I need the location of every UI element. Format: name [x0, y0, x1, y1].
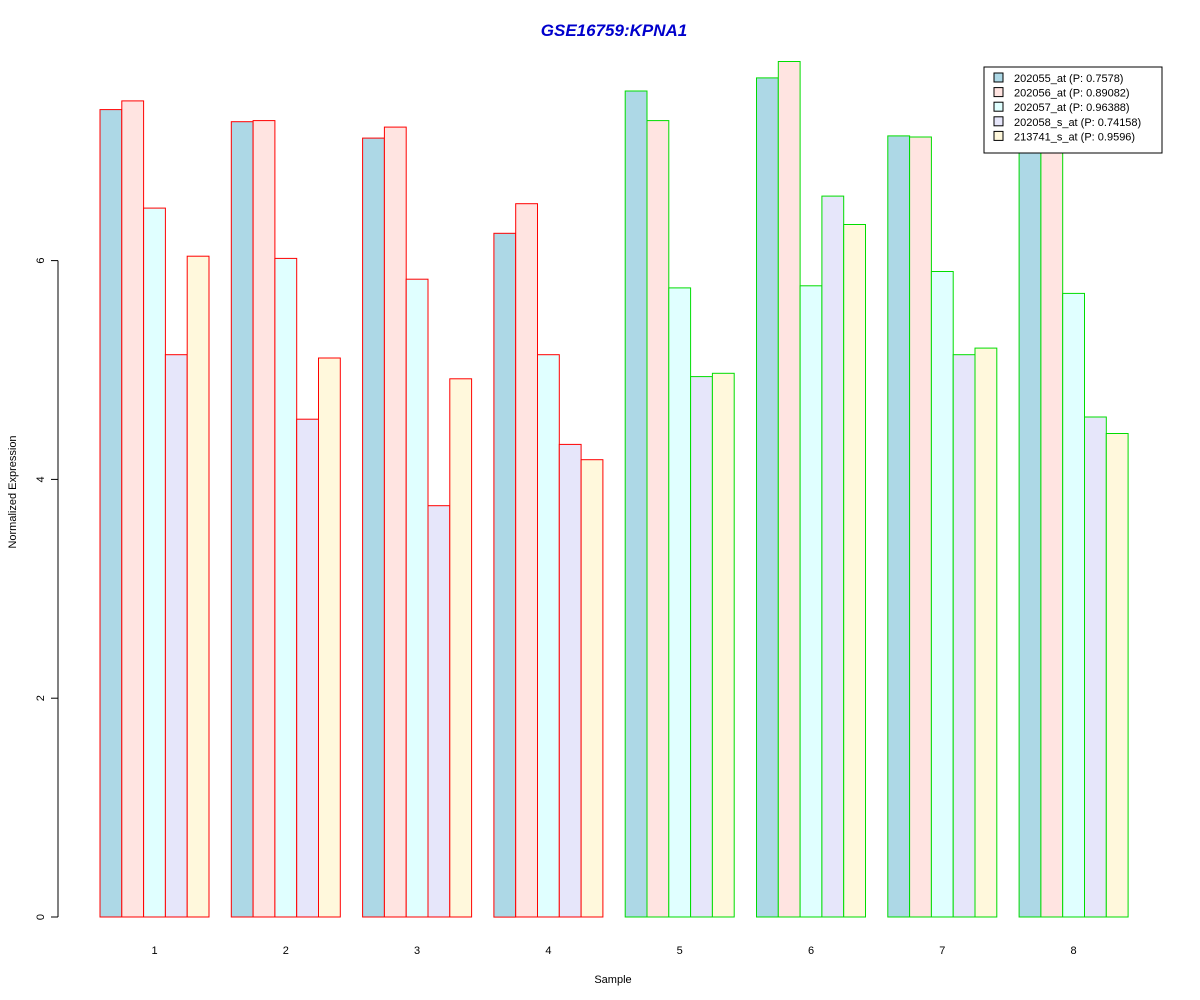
legend-label: 202056_at (P: 0.89082): [1014, 88, 1130, 100]
bar-sample-6-series-4: [821, 195, 845, 918]
chart-title: GSE16759:KPNA1: [541, 21, 687, 40]
bar-group-1: [99, 100, 210, 918]
bar-sample-6-series-1: [756, 77, 779, 918]
legend-swatch: [993, 101, 1004, 112]
bar-sample-2-series-4: [296, 418, 320, 918]
x-tick-label: 3: [414, 945, 420, 957]
bar-sample-2-series-2: [252, 120, 276, 918]
legend-label: 213741_s_at (P: 0.9596): [1014, 131, 1135, 143]
legend-swatch: [993, 130, 1004, 141]
y-tick-label: 6: [35, 258, 47, 264]
bar-group-5: [624, 90, 735, 918]
bar-sample-8-series-5: [1105, 433, 1129, 918]
bar-sample-5-series-4: [690, 376, 713, 918]
x-axis-title: Sample: [594, 974, 631, 986]
bar-sample-2-series-3: [274, 257, 298, 918]
bar-sample-8-series-4: [1084, 416, 1107, 918]
legend-swatch: [993, 87, 1004, 98]
bar-sample-7-series-2: [909, 136, 932, 918]
bar-sample-5-series-1: [624, 90, 648, 918]
bar-sample-6-series-2: [777, 61, 801, 918]
bar-sample-4-series-1: [493, 232, 517, 918]
x-tick-label: 7: [939, 945, 945, 957]
bar-sample-7-series-3: [930, 271, 954, 918]
bar-sample-1-series-3: [143, 207, 166, 918]
bar-sample-7-series-4: [952, 354, 976, 918]
legend-box: [983, 66, 1163, 154]
x-tick-label: 5: [677, 945, 683, 957]
x-tick-label: 6: [808, 945, 814, 957]
bar-sample-2-series-1: [230, 121, 254, 918]
bar-sample-3-series-1: [362, 137, 385, 918]
bar-sample-4-series-4: [558, 443, 582, 918]
bar-sample-5-series-2: [646, 120, 670, 918]
bar-sample-8-series-1: [1018, 137, 1042, 918]
bar-group-2: [230, 120, 341, 918]
x-tick-label: 2: [283, 945, 289, 957]
bar-sample-7-series-1: [887, 135, 911, 918]
y-tick-label: 4: [35, 476, 47, 482]
bar-sample-2-series-5: [318, 357, 341, 918]
y-tick-label: 2: [35, 695, 47, 701]
bar-sample-1-series-5: [186, 255, 210, 918]
legend-label: 202058_s_at (P: 0.74158): [1014, 117, 1141, 129]
x-tick-label: 1: [151, 945, 157, 957]
y-axis-title: Normalized Expression: [7, 435, 19, 548]
bar-sample-5-series-3: [668, 287, 692, 918]
x-axis: 1 2 3 4 5 6 7 8: [151, 945, 1076, 957]
bar-sample-6-series-5: [843, 224, 867, 918]
bar-group-8: [1018, 137, 1129, 918]
bar-sample-8-series-2: [1040, 137, 1064, 918]
bar-sample-3-series-5: [449, 378, 473, 918]
bar-sample-1-series-1: [99, 109, 123, 918]
bar-sample-4-series-2: [515, 203, 539, 918]
x-tick-label: 4: [545, 945, 551, 957]
bar-sample-7-series-5: [974, 347, 998, 918]
bar-sample-3-series-3: [405, 278, 429, 918]
bar-sample-6-series-3: [799, 285, 823, 918]
bar-sample-3-series-4: [427, 505, 451, 918]
legend-label: 202057_at (P: 0.96388): [1014, 102, 1130, 114]
bar-group-6: [756, 61, 867, 918]
bar-sample-3-series-2: [383, 126, 407, 918]
bar-sample-5-series-5: [711, 372, 735, 918]
bar-sample-1-series-2: [121, 100, 145, 918]
legend-swatch: [993, 116, 1004, 127]
bar-sample-4-series-5: [580, 459, 604, 918]
bar-sample-8-series-3: [1062, 292, 1085, 918]
y-axis: 0 2 4 6: [35, 258, 59, 920]
bar-sample-1-series-4: [164, 354, 188, 918]
bar-sample-4-series-3: [537, 354, 560, 918]
legend-swatch: [993, 72, 1004, 83]
bar-group-3: [362, 126, 473, 918]
bar-group-7: [887, 135, 998, 918]
bar-group-4: [493, 203, 604, 918]
legend-label: 202055_at (P: 0.7578): [1014, 73, 1123, 85]
legend: 202055_at (P: 0.7578) 202056_at (P: 0.890…: [983, 66, 1163, 154]
x-tick-label: 8: [1071, 945, 1077, 957]
y-tick-label: 0: [35, 914, 47, 920]
bars-layer: [99, 61, 1129, 918]
